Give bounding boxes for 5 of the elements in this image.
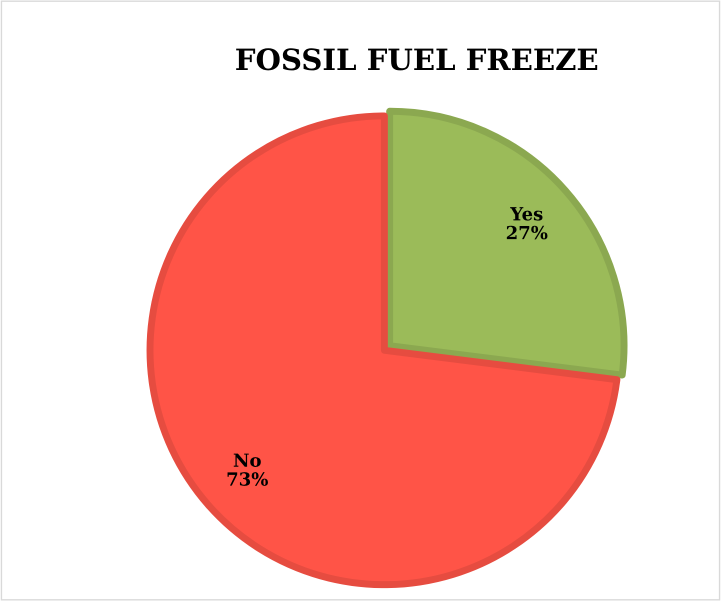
- slice-label: Yes: [510, 207, 543, 221]
- data-label: 27%: [506, 226, 548, 240]
- slice-label: No: [234, 454, 261, 467]
- data-label: 73%: [228, 472, 268, 486]
- chart-title: FOSSIL FUEL FREEZE: [236, 48, 598, 70]
